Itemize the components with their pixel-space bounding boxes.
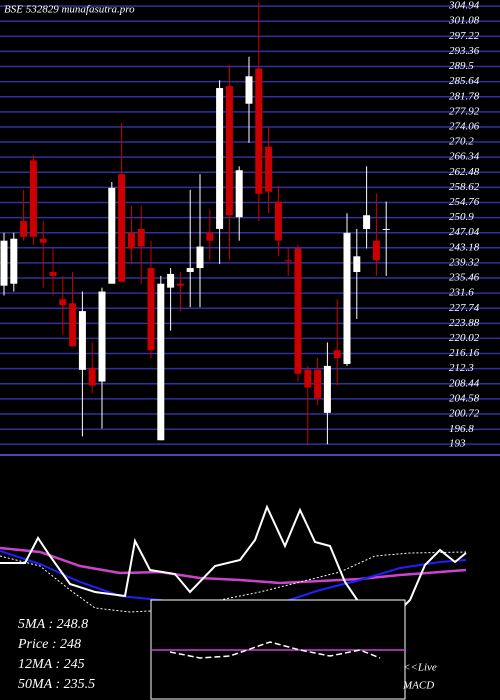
candle-body	[59, 299, 67, 306]
indicator-labels: 5MA : 248.8 Price : 248 12MA : 245 50MA : 2…	[17, 617, 95, 692]
y-tick-label: 258.62	[449, 181, 480, 193]
candle-body	[343, 232, 351, 364]
candle-body	[147, 268, 155, 351]
candle-body	[69, 303, 77, 347]
candle-body	[98, 291, 106, 382]
y-tick-label: 239.32	[449, 256, 480, 268]
y-tick-label: 231.6	[449, 287, 474, 299]
y-tick-label: 243.18	[449, 241, 480, 253]
y-tick-label: 223.88	[449, 317, 480, 329]
y-tick-label: 281.78	[449, 90, 480, 102]
y-tick-label: 289.5	[449, 60, 474, 72]
candle-body	[333, 350, 341, 359]
candles	[0, 1, 390, 445]
candle-body	[20, 221, 28, 237]
candle-body	[304, 369, 312, 388]
candle-body	[255, 68, 263, 194]
live-label: <<Live	[403, 662, 437, 674]
indicator-label: 5MA : 248.8	[18, 617, 88, 632]
y-tick-label: 235.46	[449, 272, 480, 284]
candle-body	[108, 187, 116, 284]
candle-body	[137, 228, 145, 247]
candle-body	[10, 238, 18, 284]
candle-body	[186, 268, 194, 272]
candle-body	[29, 160, 37, 237]
y-tick-label: 247.04	[449, 226, 480, 238]
candle-body	[78, 311, 86, 370]
y-tick-label: 277.92	[449, 105, 480, 117]
y-tick-label: 266.34	[449, 151, 480, 163]
ma-line	[0, 546, 467, 585]
candle-body	[49, 271, 57, 276]
candle-body	[196, 246, 204, 269]
candle-body	[157, 283, 165, 441]
y-tick-label: 254.76	[449, 196, 480, 208]
candle-body	[235, 170, 243, 218]
candle-body	[245, 76, 253, 104]
candle-body	[382, 228, 390, 230]
candle-body	[216, 88, 224, 229]
candle-body	[167, 273, 175, 288]
y-tick-label: 227.74	[449, 302, 480, 314]
candle-body	[206, 232, 214, 241]
y-tick-label: 204.58	[449, 392, 480, 404]
chart-title: BSE 532829 munafasutra.pro	[4, 4, 135, 16]
y-tick-label: 220.02	[449, 332, 480, 344]
candle-body	[39, 238, 47, 243]
candle-body	[0, 240, 8, 286]
y-tick-label: 262.48	[449, 166, 480, 178]
candle-body	[323, 365, 331, 413]
candle-body	[265, 146, 273, 192]
candle-body	[363, 215, 371, 229]
y-tick-label: 216.16	[449, 347, 480, 359]
candle-body	[225, 86, 233, 216]
candle-body	[353, 256, 361, 272]
indicator-label: 12MA : 245	[18, 657, 85, 672]
y-tick-label: 200.72	[449, 407, 480, 419]
y-tick-label: 196.8	[449, 423, 474, 435]
y-tick-label: 274.06	[449, 120, 480, 132]
indicator-label: 50MA : 235.5	[18, 677, 95, 692]
y-tick-label: 285.64	[449, 75, 480, 87]
candle-body	[274, 201, 282, 241]
candle-body	[127, 232, 135, 249]
y-tick-label: 293.36	[449, 45, 480, 57]
candle-body	[314, 369, 322, 399]
y-tick-label: 297.22	[449, 30, 480, 42]
candle-body	[372, 240, 380, 261]
candle-body	[176, 283, 184, 286]
macd-line	[169, 641, 381, 659]
y-tick-label: 250.9	[449, 211, 474, 223]
candle-body	[284, 260, 292, 262]
macd-label: MACD	[402, 680, 434, 692]
candle-body	[88, 367, 96, 386]
y-tick-label: 212.3	[449, 362, 474, 374]
y-tick-label: 270.2	[449, 136, 474, 148]
y-tick-label: 208.44	[449, 377, 480, 389]
candle-body	[118, 174, 126, 282]
indicator-label: Price : 248	[17, 637, 81, 652]
candle-body	[294, 248, 302, 374]
y-tick-label: 193	[449, 438, 466, 450]
y-tick-label: 301.08	[448, 15, 480, 27]
y-tick-label: 304.94	[448, 0, 480, 12]
